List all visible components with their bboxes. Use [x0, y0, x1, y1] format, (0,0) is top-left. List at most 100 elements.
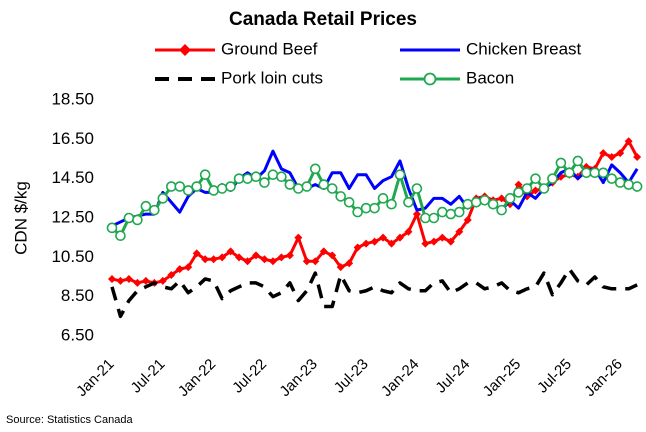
marker: [343, 196, 355, 208]
marker: [243, 257, 252, 266]
marker: [174, 181, 186, 192]
marker: [437, 206, 448, 218]
marker: [411, 183, 423, 194]
legend-label: Pork loin cuts: [221, 68, 323, 87]
marker: [123, 212, 135, 224]
legend-label: Bacon: [466, 68, 514, 87]
marker: [386, 198, 397, 210]
y-tick-label: 10.50: [51, 247, 94, 266]
marker: [513, 187, 524, 198]
marker: [132, 214, 143, 226]
marker: [421, 239, 430, 248]
marker: [192, 249, 201, 258]
marker: [242, 173, 253, 184]
marker: [226, 247, 235, 256]
x-tick-label: Jan-25: [480, 356, 524, 400]
marker: [124, 274, 133, 283]
marker: [395, 233, 404, 242]
marker: [633, 153, 642, 162]
marker: [455, 227, 464, 236]
marker: [208, 185, 219, 196]
marker: [116, 276, 125, 285]
marker: [616, 149, 625, 158]
marker: [521, 183, 533, 194]
marker: [547, 173, 558, 184]
marker: [387, 239, 396, 248]
marker: [403, 196, 414, 208]
marker: [496, 204, 507, 216]
marker: [284, 179, 296, 190]
marker: [277, 253, 286, 262]
marker: [233, 173, 245, 184]
x-tick-label: Jul-24: [432, 356, 473, 397]
marker: [319, 247, 328, 256]
marker: [318, 179, 330, 190]
marker: [497, 194, 506, 203]
marker: [352, 206, 363, 218]
x-tick-label: Jul-23: [331, 356, 372, 397]
marker: [167, 271, 176, 280]
marker: [504, 193, 516, 204]
x-tick-label: Jan-21: [73, 356, 117, 400]
marker: [404, 227, 413, 236]
marker: [538, 183, 550, 194]
marker: [235, 253, 244, 262]
marker: [369, 202, 380, 214]
marker: [572, 155, 584, 167]
marker: [438, 233, 447, 242]
marker: [276, 171, 287, 182]
marker: [607, 153, 616, 162]
marker: [555, 157, 567, 169]
marker: [370, 237, 379, 246]
y-tick-label: 12.50: [51, 207, 94, 226]
marker: [209, 255, 218, 264]
marker: [597, 167, 609, 179]
marker: [589, 167, 601, 179]
marker: [149, 204, 160, 216]
marker: [182, 185, 194, 196]
marker: [487, 198, 499, 210]
marker: [623, 179, 634, 190]
marker: [394, 169, 406, 181]
marker: [301, 181, 313, 192]
series-line: [110, 159, 638, 238]
marker: [345, 259, 354, 268]
marker: [606, 173, 618, 184]
marker: [429, 237, 438, 246]
x-tick-label: Jul-21: [128, 356, 169, 397]
marker: [335, 191, 346, 202]
marker: [446, 237, 455, 246]
source: Source: Statistics Canada: [6, 414, 133, 426]
marker: [564, 167, 575, 179]
marker: [175, 265, 184, 274]
y-tick-label: 6.50: [61, 325, 94, 344]
series-line: [110, 267, 638, 319]
marker: [453, 206, 465, 218]
marker: [379, 233, 388, 242]
y-tick-label: 18.50: [51, 89, 94, 108]
marker: [141, 276, 150, 285]
legend-label: Chicken Breast: [466, 39, 582, 58]
marker: [250, 171, 262, 182]
marker: [470, 196, 482, 208]
marker: [326, 183, 338, 194]
marker: [260, 255, 269, 264]
marker: [251, 251, 260, 260]
marker: [311, 257, 320, 266]
marker: [462, 198, 474, 210]
marker: [581, 167, 592, 179]
marker: [267, 169, 279, 181]
marker: [225, 181, 236, 192]
marker: [412, 210, 421, 219]
x-tick-label: Jul-25: [534, 356, 575, 397]
marker: [285, 251, 294, 260]
marker: [158, 276, 167, 285]
y-tick-label: 16.50: [51, 129, 94, 148]
marker: [140, 200, 152, 212]
legend-marker: [179, 44, 191, 56]
legend-label: Ground Beef: [221, 39, 318, 58]
marker: [328, 251, 337, 260]
marker: [108, 274, 116, 283]
marker: [353, 243, 362, 252]
